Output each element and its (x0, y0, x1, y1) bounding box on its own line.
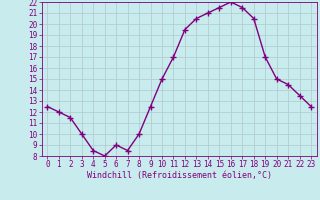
X-axis label: Windchill (Refroidissement éolien,°C): Windchill (Refroidissement éolien,°C) (87, 171, 272, 180)
